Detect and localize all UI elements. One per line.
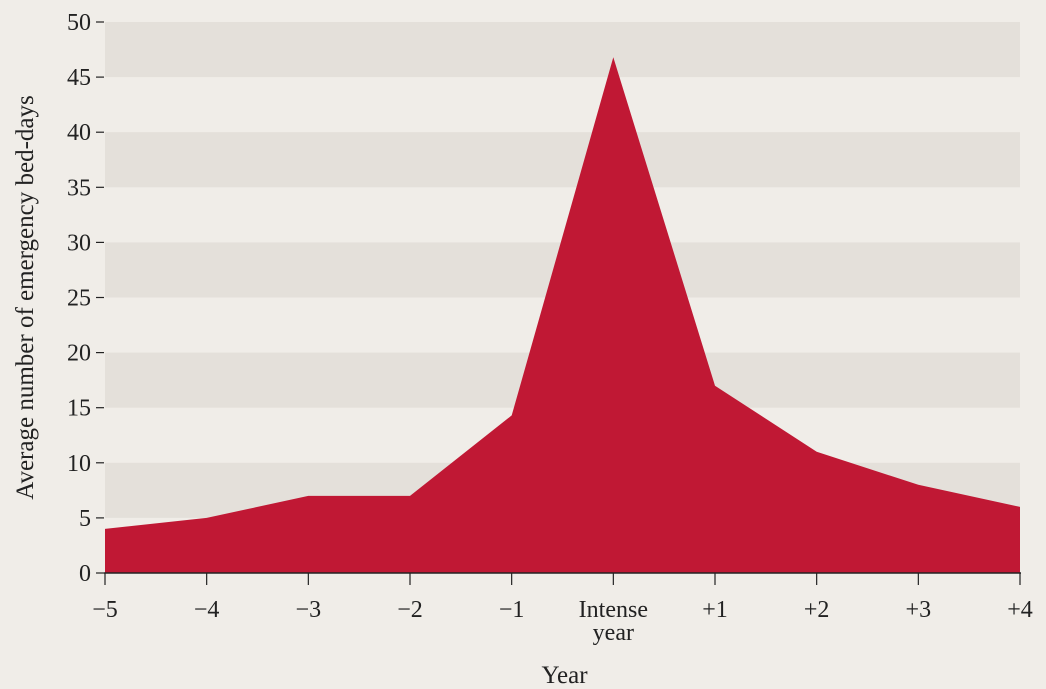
x-tick-label: Intense year	[579, 597, 648, 646]
y-tick-label: 45	[67, 65, 91, 91]
x-tick-label: +2	[804, 597, 830, 623]
y-axis-label: Average number of emergency bed-days	[12, 95, 39, 499]
y-tick-label: 10	[67, 451, 91, 477]
x-tick-label: −1	[499, 597, 525, 623]
x-tick-label: −4	[194, 597, 220, 623]
grid-band	[105, 132, 1020, 188]
y-tick-label: 50	[67, 10, 91, 36]
y-tick-label: 0	[79, 561, 91, 587]
y-tick-label: 35	[67, 175, 91, 201]
y-tick-label: 15	[67, 396, 91, 422]
x-tick-label: +3	[906, 597, 932, 623]
y-tick-label: 30	[67, 230, 91, 256]
x-tick-label: −5	[92, 597, 118, 623]
y-tick-label: 5	[79, 506, 91, 532]
y-tick-label: 40	[67, 120, 91, 146]
x-axis-label: Year	[541, 662, 588, 689]
area-series	[105, 57, 1020, 574]
grid-band	[105, 22, 1020, 78]
x-tick-label: +1	[702, 597, 728, 623]
y-tick-label: 25	[67, 286, 91, 312]
x-tick-label: +4	[1007, 597, 1033, 623]
x-tick-label: −3	[296, 597, 322, 623]
y-tick-label: 20	[67, 341, 91, 367]
y-axis-ticks: 0 5 10 15 20 25 30 35 40 45 50	[67, 10, 104, 587]
x-tick-label: −2	[397, 597, 423, 623]
x-axis-ticks: −5 −4 −3 −2 −1 Intense year +1 +2 +3 +4	[92, 573, 1033, 646]
